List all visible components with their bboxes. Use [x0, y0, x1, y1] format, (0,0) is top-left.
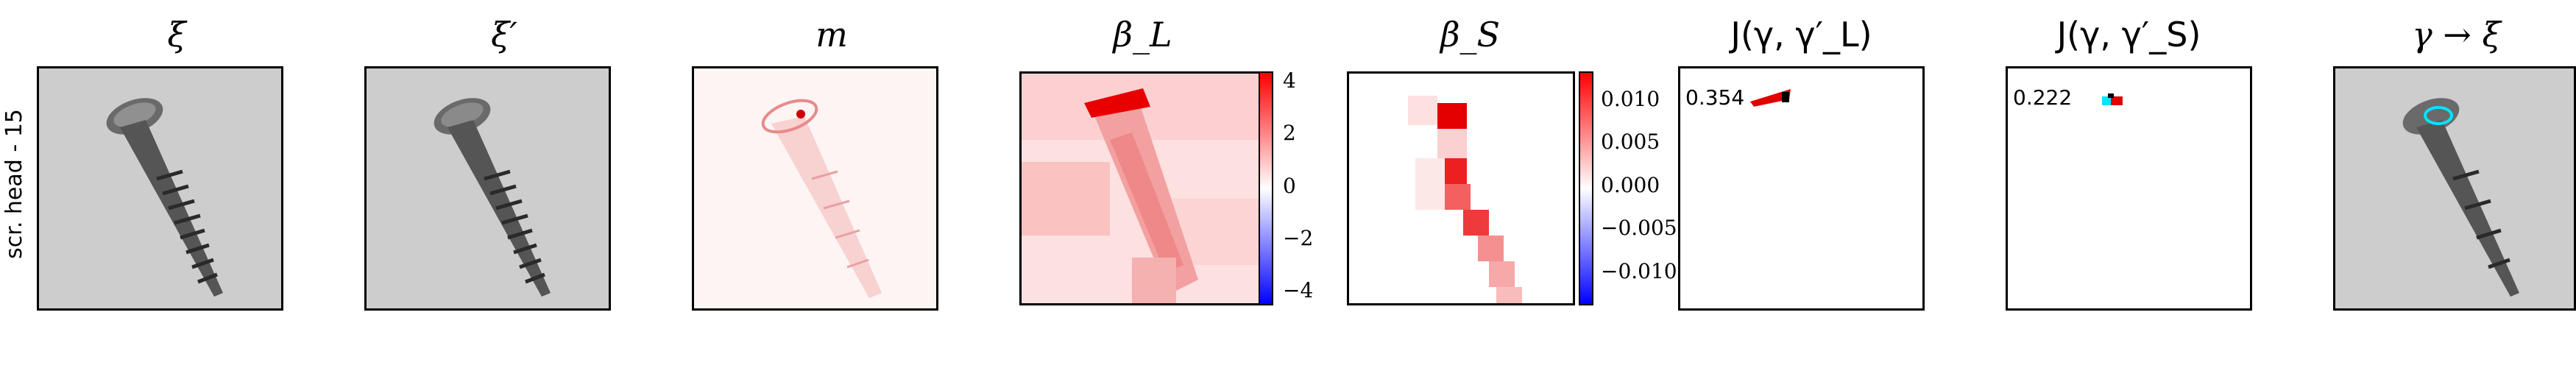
cbar-tick: −4 [1283, 278, 1314, 302]
cbar-tick: 0 [1283, 174, 1296, 198]
mask-heatmap [694, 68, 936, 308]
panel-title-beta-l: β_L [1113, 15, 1172, 54]
plot-j-l [1678, 66, 1925, 311]
image-xi-prime [364, 66, 611, 311]
cbar-tick: 0.005 [1601, 130, 1660, 154]
panel-title-xi: ξ [167, 15, 186, 54]
j-l-value: 0.354 [1685, 85, 1745, 110]
panel-j-l: J(γ, γ′_L) 0.354 [1671, 0, 1965, 368]
cbar-tick: 0.000 [1601, 173, 1660, 197]
j-s-overlay [2102, 93, 2123, 105]
image-beta-l [1019, 71, 1266, 305]
screw-overlay-image [2335, 68, 2574, 308]
j-s-value: 0.222 [2013, 85, 2073, 110]
screw-image-reconstructed [367, 68, 609, 308]
panel-beta-s: β_S 0.010 0.005 0.000 −0.005 −0.010 [1340, 0, 1693, 368]
panel-j-s: J(γ, γ′_S) 0.222 [1998, 0, 2293, 368]
beta-l-heatmap [1022, 74, 1264, 303]
cbar-tick: 0.010 [1601, 87, 1660, 111]
row-label: scr. head - 15 [1, 0, 31, 368]
row-label-text: scr. head - 15 [1, 109, 27, 259]
cbar-tick: 2 [1283, 121, 1296, 145]
panel-xi-prime: ξ′ [357, 0, 651, 368]
image-gamma-xi [2333, 66, 2576, 311]
cbar-tick: −0.005 [1601, 216, 1677, 240]
panel-m: m [684, 0, 979, 368]
panel-beta-l: β_L 4 2 0 −2 −4 [1012, 0, 1336, 368]
colorbar-beta-s [1579, 71, 1593, 305]
panel-title-gamma-xi: γ → ξ [2412, 15, 2501, 54]
plot-j-s [2006, 66, 2252, 311]
panel-title-xi-prime: ξ′ [491, 15, 517, 54]
panel-xi: ξ [29, 0, 324, 368]
panel-title-j-s: J(γ, γ′_S) [2056, 15, 2201, 54]
cbar-tick: −2 [1283, 226, 1314, 250]
beta-s-heatmap [1349, 74, 1573, 303]
screw-image [39, 68, 281, 308]
cbar-tick: −0.010 [1601, 259, 1677, 283]
panel-title-j-l: J(γ, γ′_L) [1730, 15, 1872, 54]
image-beta-s [1347, 71, 1575, 305]
panel-title-m: m [815, 15, 848, 54]
panel-gamma-xi: γ → ξ [2326, 0, 2576, 368]
cbar-tick: 4 [1283, 68, 1296, 93]
panel-title-beta-s: β_S [1440, 15, 1501, 54]
image-m [692, 66, 938, 311]
colorbar-beta-l [1259, 71, 1273, 305]
j-l-overlay [1750, 89, 1791, 107]
image-xi [37, 66, 283, 311]
